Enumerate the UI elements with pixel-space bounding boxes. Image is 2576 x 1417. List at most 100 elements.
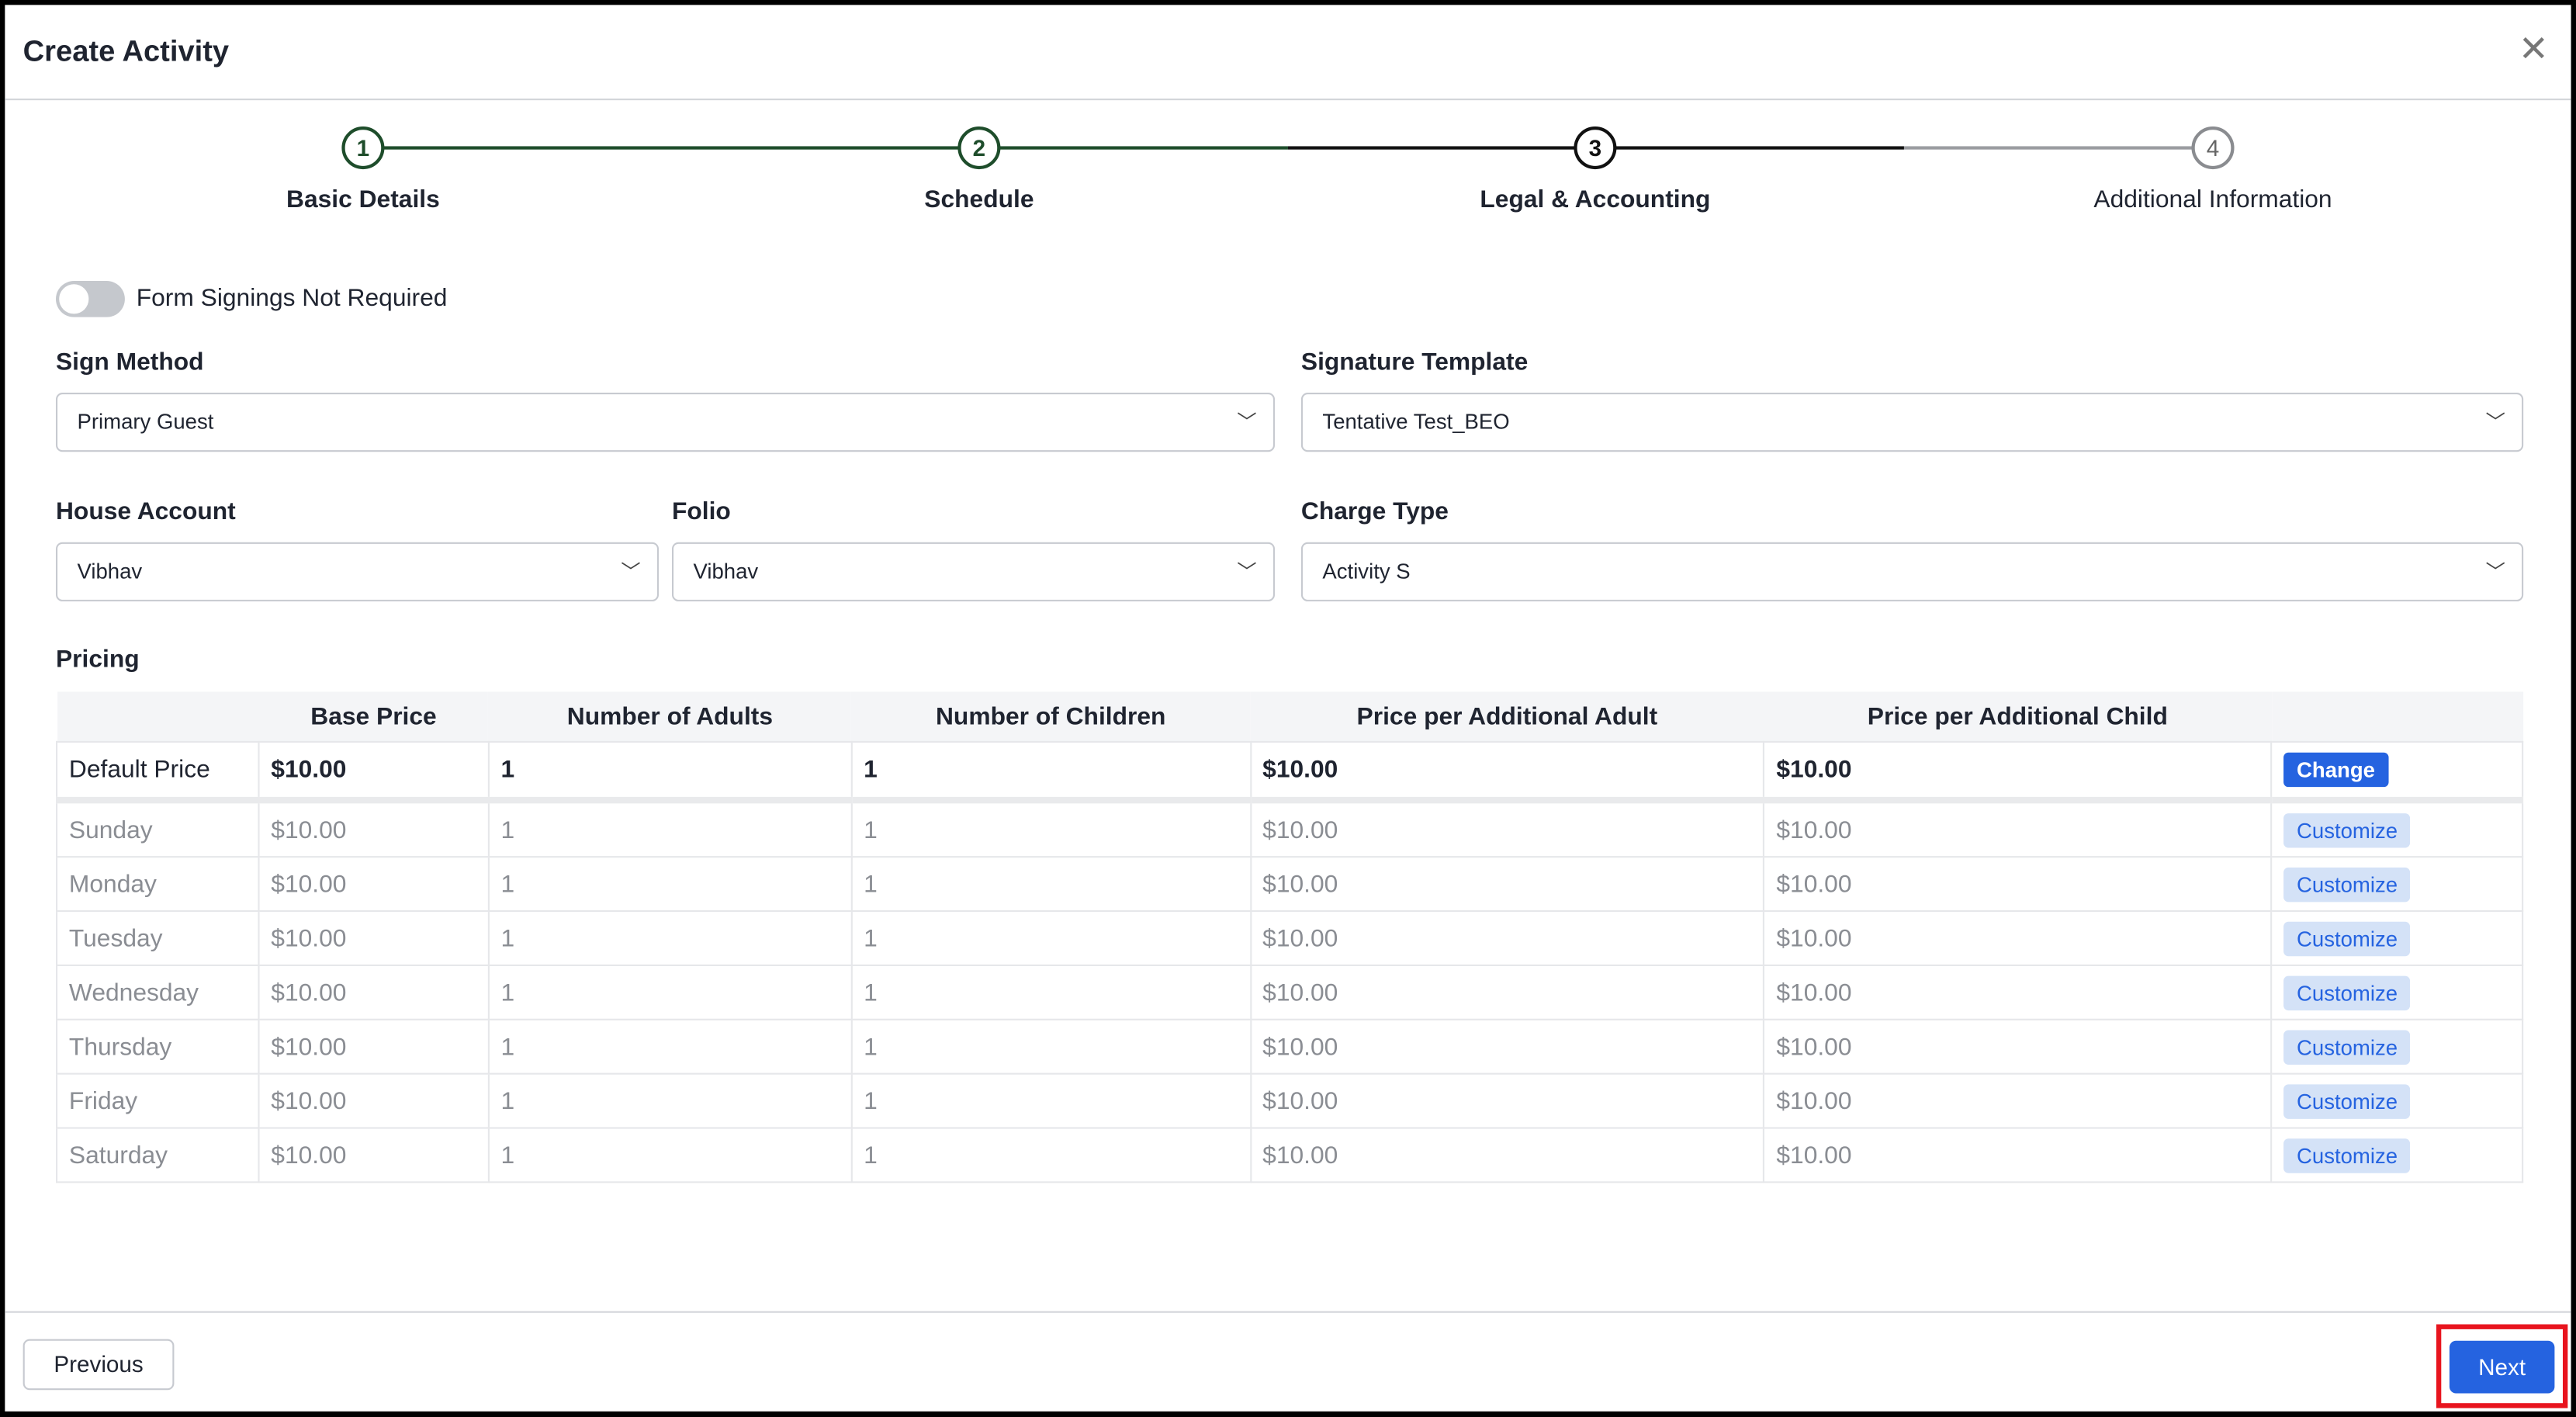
- number-of-children: 1: [850, 799, 1252, 858]
- price-additional-child: $10.00: [1763, 1127, 2273, 1183]
- number-of-adults: 1: [487, 856, 853, 913]
- header-divider: [5, 99, 2571, 101]
- sign-method-label: Sign Method: [55, 348, 204, 376]
- price-additional-child: $10.00: [1763, 856, 2273, 913]
- previous-button[interactable]: Previous: [23, 1339, 175, 1391]
- number-of-adults: 1: [487, 1072, 853, 1129]
- charge-type-value: Activity S: [1322, 558, 1411, 584]
- chevron-down-icon: ﹀: [1237, 411, 1257, 434]
- action-cell: Customize: [2270, 909, 2524, 966]
- column-header: [2271, 691, 2523, 742]
- step-1-label: Basic Details: [286, 185, 440, 214]
- signature-template-label: Signature Template: [1300, 348, 1529, 376]
- step-connector: [362, 146, 1288, 150]
- row-label: Friday: [55, 1072, 260, 1129]
- price-additional-child: $10.00: [1763, 1018, 2273, 1075]
- number-of-children: 1: [850, 1018, 1252, 1075]
- price-additional-adult: $10.00: [1249, 740, 1765, 804]
- footer-divider: [5, 1311, 2571, 1313]
- base-price: $10.00: [258, 964, 490, 1020]
- customize-button[interactable]: Customize: [2283, 866, 2412, 902]
- house-account-select[interactable]: Vibhav ﹀: [55, 542, 660, 601]
- number-of-children: 1: [850, 964, 1252, 1020]
- table-row: Thursday $10.00 1 1 $10.00 $10.00 Customize: [55, 1018, 2524, 1075]
- next-button[interactable]: Next: [2449, 1340, 2555, 1394]
- folio-value: Vibhav: [693, 558, 759, 584]
- step-4-label: Additional Information: [2093, 185, 2332, 214]
- row-label: Thursday: [55, 1018, 260, 1075]
- sign-method-value: Primary Guest: [77, 409, 214, 434]
- row-label: Saturday: [55, 1127, 260, 1183]
- table-row: Monday $10.00 1 1 $10.00 $10.00 Customize: [55, 856, 2524, 913]
- number-of-adults: 1: [487, 799, 853, 858]
- number-of-children: 1: [850, 856, 1252, 913]
- step-1-circle[interactable]: 1: [341, 126, 385, 170]
- price-additional-adult: $10.00: [1249, 909, 1765, 966]
- chevron-down-icon: ﹀: [1237, 560, 1257, 584]
- number-of-adults: 1: [487, 1127, 853, 1183]
- base-price: $10.00: [258, 1072, 490, 1129]
- price-additional-child: $10.00: [1763, 799, 2273, 858]
- customize-button[interactable]: Customize: [2283, 812, 2412, 847]
- signature-template-select[interactable]: Tentative Test_BEO ﹀: [1300, 393, 2524, 452]
- change-button[interactable]: Change: [2283, 752, 2388, 788]
- action-cell: Customize: [2270, 1018, 2524, 1075]
- row-label: Default Price: [55, 740, 260, 804]
- sign-method-select[interactable]: Primary Guest ﹀: [55, 393, 1276, 452]
- price-additional-adult: $10.00: [1249, 1018, 1765, 1075]
- chevron-down-icon: ﹀: [2485, 411, 2505, 434]
- table-row: Wednesday $10.00 1 1 $10.00 $10.00 Customize: [55, 964, 2524, 1020]
- number-of-adults: 1: [487, 964, 853, 1020]
- customize-button[interactable]: Customize: [2283, 1029, 2412, 1064]
- base-price: $10.00: [258, 1018, 490, 1075]
- table-row: Sunday $10.00 1 1 $10.00 $10.00 Customize: [55, 799, 2524, 858]
- column-header: Number of Adults: [488, 691, 852, 742]
- price-additional-adult: $10.00: [1249, 964, 1765, 1020]
- step-2-label: Schedule: [924, 185, 1034, 214]
- number-of-children: 1: [850, 740, 1252, 804]
- table-header-row: Base Price Number of Adults Number of Ch…: [57, 691, 2523, 742]
- price-additional-adult: $10.00: [1249, 856, 1765, 913]
- table-row: Saturday $10.00 1 1 $10.00 $10.00 Customize: [55, 1127, 2524, 1183]
- chevron-down-icon: ﹀: [2485, 560, 2505, 584]
- action-cell: Customize: [2270, 856, 2524, 913]
- row-label: Sunday: [55, 799, 260, 858]
- pricing-table: Base Price Number of Adults Number of Ch…: [55, 691, 2524, 1183]
- price-additional-adult: $10.00: [1249, 1127, 1765, 1183]
- base-price: $10.00: [258, 799, 490, 858]
- house-account-value: Vibhav: [77, 558, 143, 584]
- form-signings-toggle[interactable]: [55, 281, 125, 317]
- price-additional-child: $10.00: [1763, 964, 2273, 1020]
- price-additional-child: $10.00: [1763, 740, 2273, 804]
- step-3-label: Legal & Accounting: [1480, 185, 1711, 214]
- table-row: Tuesday $10.00 1 1 $10.00 $10.00 Customize: [55, 909, 2524, 966]
- price-additional-adult: $10.00: [1249, 799, 1765, 858]
- step-2-circle[interactable]: 2: [957, 126, 1001, 170]
- customize-button[interactable]: Customize: [2283, 975, 2412, 1010]
- signature-template-value: Tentative Test_BEO: [1322, 409, 1510, 434]
- toggle-knob: [59, 284, 89, 314]
- customize-button[interactable]: Customize: [2283, 1138, 2412, 1173]
- close-icon[interactable]: ✕: [2518, 27, 2549, 69]
- folio-select[interactable]: Vibhav ﹀: [671, 542, 1276, 601]
- column-header: Price per Additional Child: [1764, 691, 2272, 742]
- step-4-circle[interactable]: 4: [2191, 126, 2235, 170]
- chevron-down-icon: ﹀: [621, 560, 641, 584]
- number-of-adults: 1: [487, 1018, 853, 1075]
- base-price: $10.00: [258, 909, 490, 966]
- step-3-circle[interactable]: 3: [1574, 126, 1617, 170]
- default-price-row: Default Price $10.00 1 1 $10.00 $10.00 C…: [55, 740, 2524, 804]
- table-row: Friday $10.00 1 1 $10.00 $10.00 Customize: [55, 1072, 2524, 1129]
- toggle-label: Form Signings Not Required: [136, 284, 448, 313]
- step-connector: [1903, 146, 2214, 150]
- number-of-children: 1: [850, 1127, 1252, 1183]
- pricing-title: Pricing: [55, 646, 140, 674]
- customize-button[interactable]: Customize: [2283, 920, 2412, 956]
- charge-type-select[interactable]: Activity S ﹀: [1300, 542, 2524, 601]
- create-activity-dialog: Create Activity ✕ 1 2 3 4 Basic Details …: [5, 5, 2571, 1412]
- number-of-adults: 1: [487, 909, 853, 966]
- customize-button[interactable]: Customize: [2283, 1083, 2412, 1118]
- row-label: Tuesday: [55, 909, 260, 966]
- number-of-children: 1: [850, 1072, 1252, 1129]
- price-additional-adult: $10.00: [1249, 1072, 1765, 1129]
